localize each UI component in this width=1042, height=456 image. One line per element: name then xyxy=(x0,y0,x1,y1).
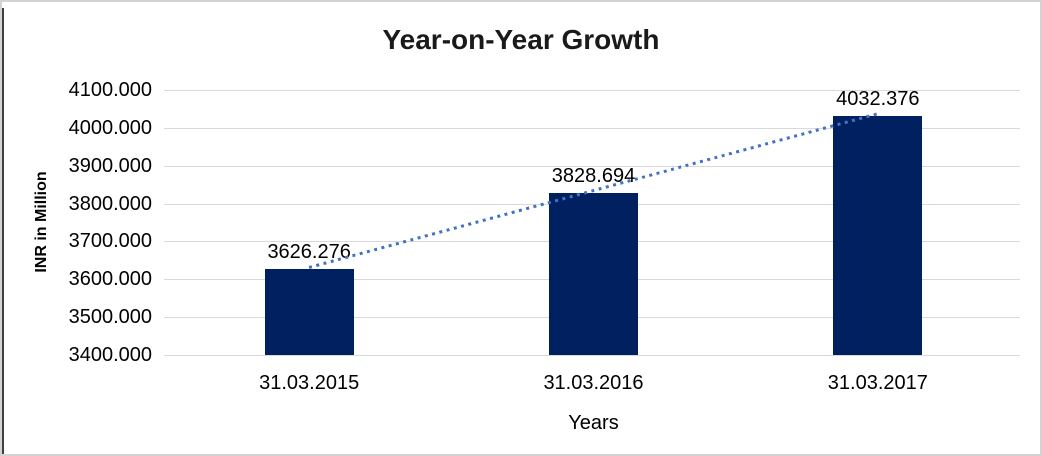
bar xyxy=(833,115,923,355)
gridline xyxy=(164,90,1020,91)
y-tick-label: 4100.000 xyxy=(68,79,152,101)
y-axis-title: INR in Million xyxy=(33,171,50,273)
bar-value-label: 4032.376 xyxy=(836,87,920,110)
y-tick-label: 3900.000 xyxy=(68,154,152,177)
x-tick-label: 31.03.2015 xyxy=(259,372,360,394)
chart-title: Year-on-Year Growth xyxy=(382,24,660,55)
x-tick-label: 31.03.2016 xyxy=(543,372,644,394)
y-tick-label: 3400.000 xyxy=(68,344,152,366)
bar xyxy=(549,192,638,355)
bar xyxy=(264,269,354,355)
bar-value-label: 3626.276 xyxy=(267,241,351,264)
y-tick-label: 3500.000 xyxy=(68,306,152,329)
gridline xyxy=(164,127,1020,129)
y-tick-label: 4000.000 xyxy=(68,116,152,139)
left-edge-line xyxy=(2,8,4,454)
x-axis-title: Years xyxy=(568,412,619,434)
gridline xyxy=(164,165,1020,167)
x-tick-label: 31.03.2017 xyxy=(827,372,928,394)
y-tick-label: 3800.000 xyxy=(68,192,152,215)
x-axis-line xyxy=(164,355,1020,356)
bar-value-label: 3828.694 xyxy=(551,164,636,187)
y-tick-label: 3700.000 xyxy=(68,230,152,253)
y-tick-label: 3600.000 xyxy=(68,268,152,291)
